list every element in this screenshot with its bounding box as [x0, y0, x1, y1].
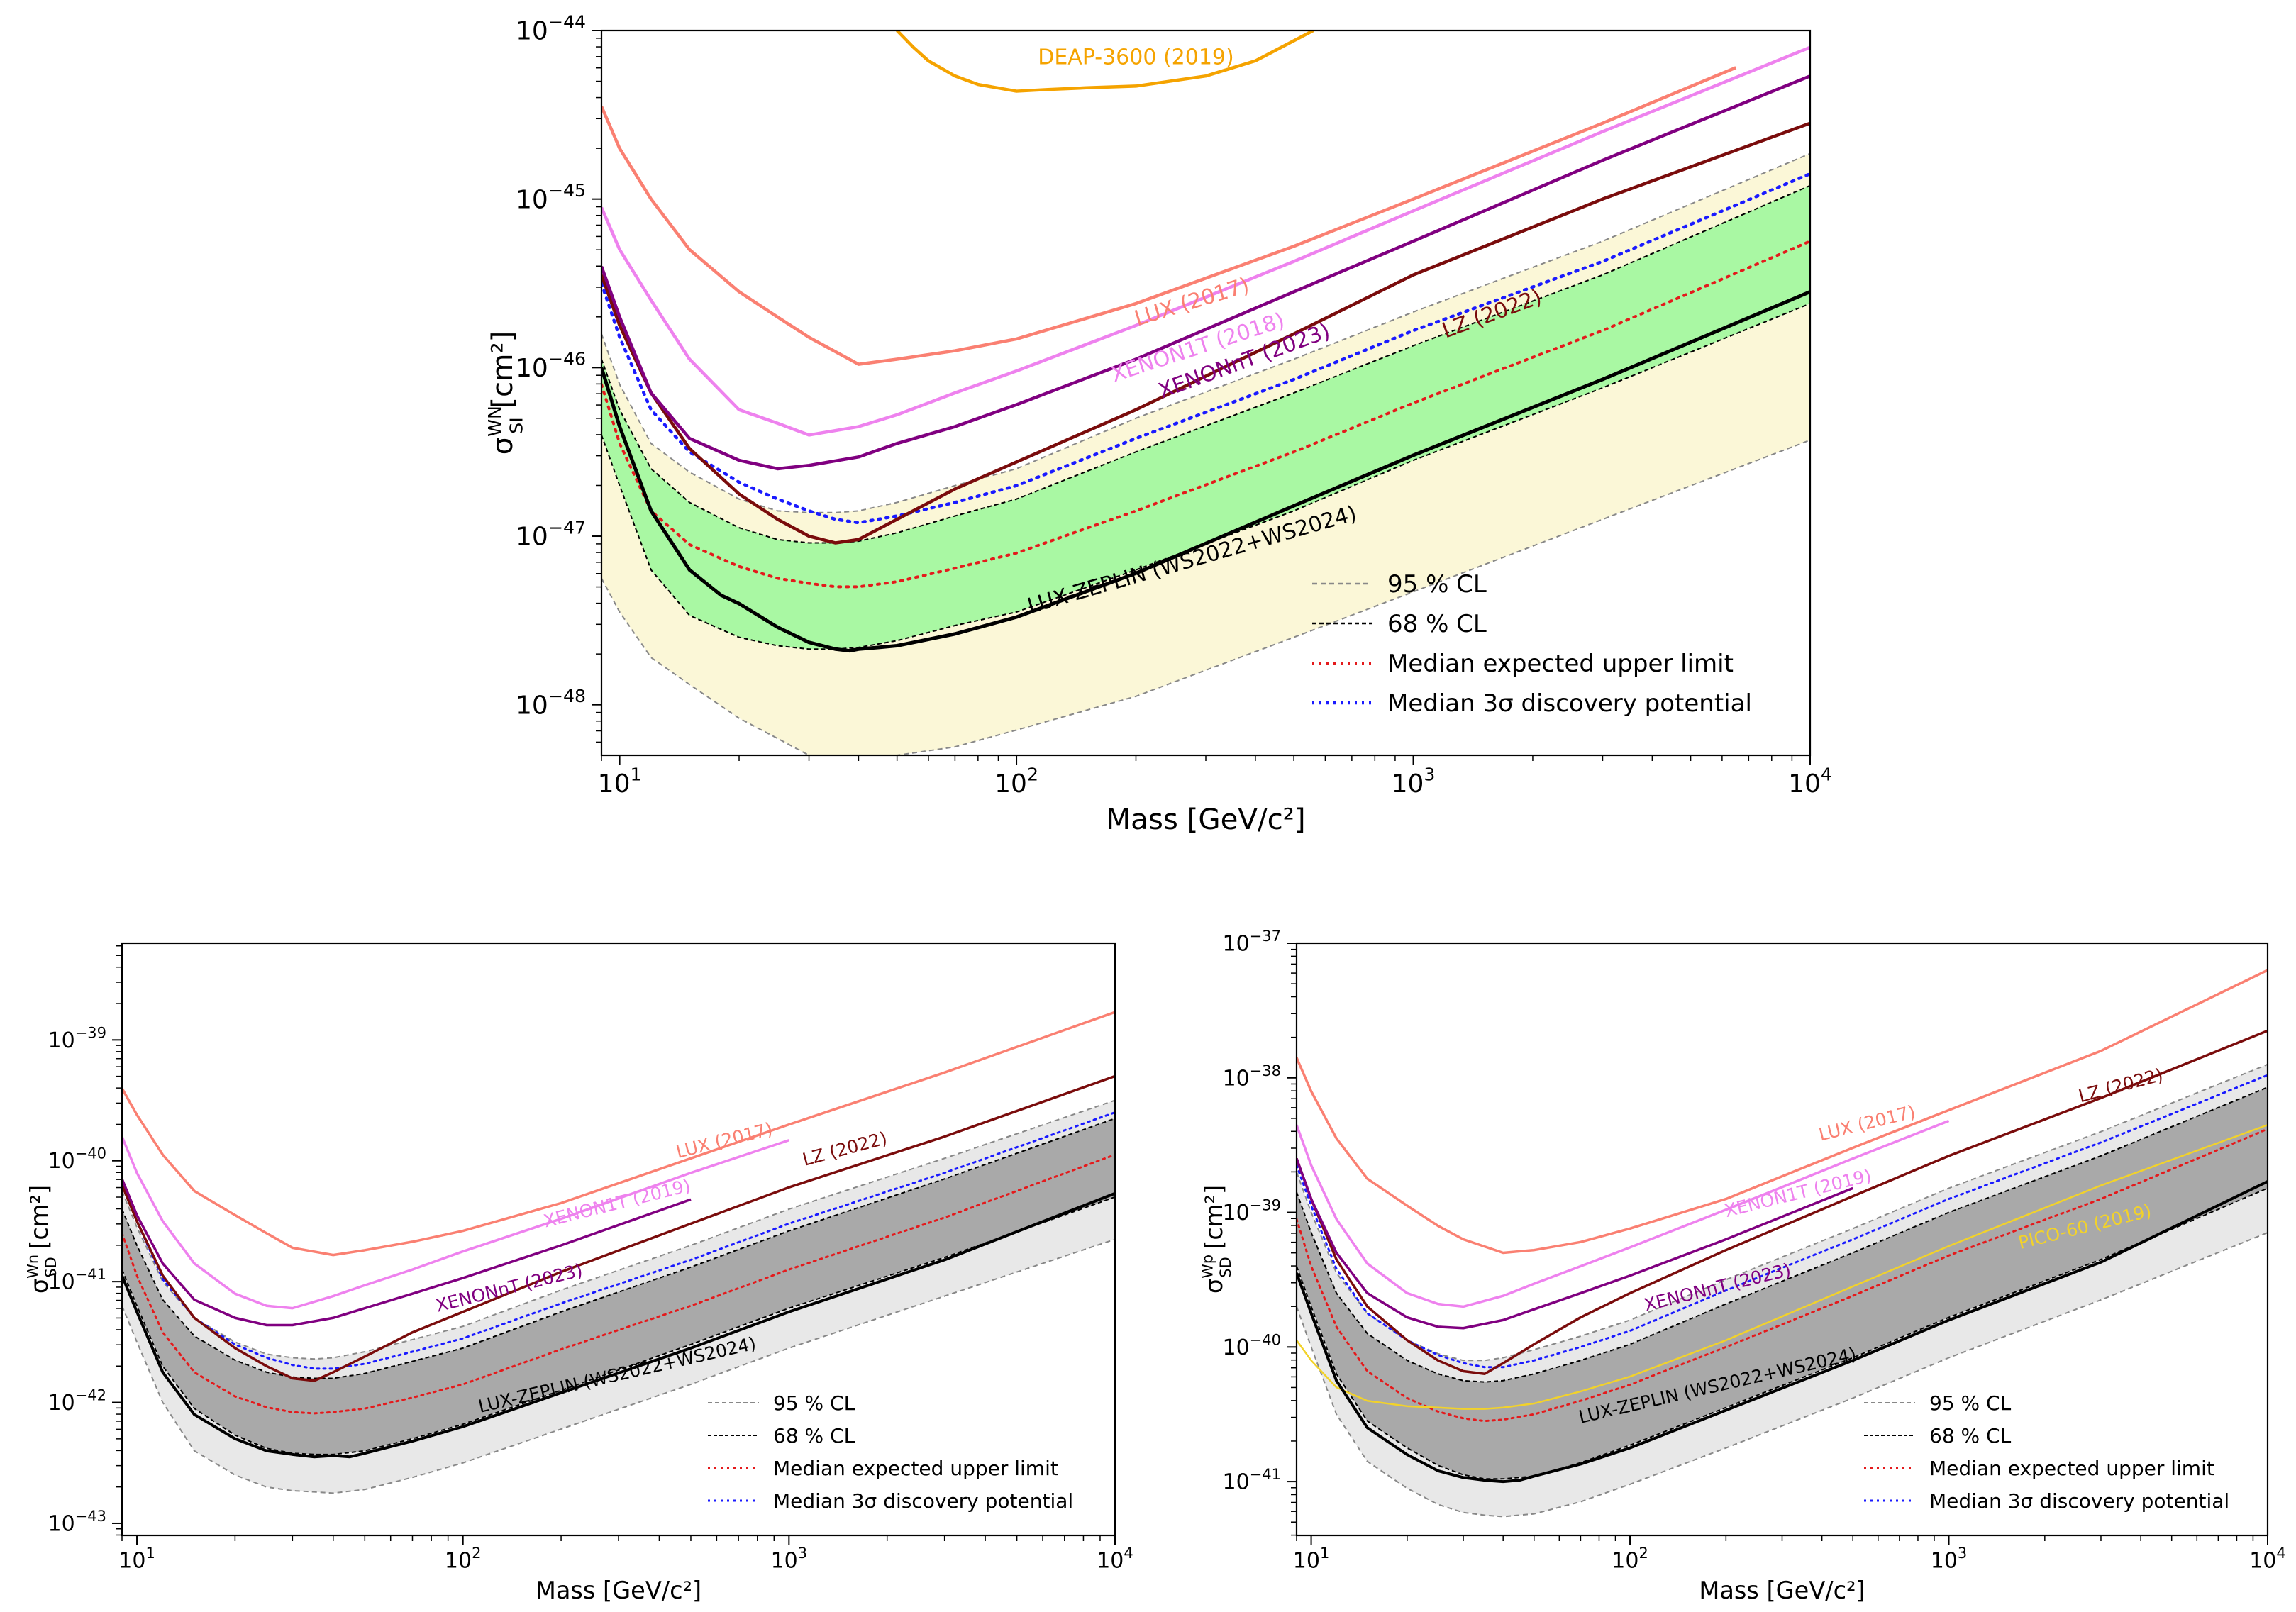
68-cl-band-upper-edge: [601, 184, 1810, 544]
panel-si: DEAP-3600 (2019)LUX (2017)XENON1T (2018)…: [484, 11, 1832, 836]
legend-label-median-expected-upper-limit: Median expected upper limit: [773, 1457, 1058, 1480]
legend-label-68-cl: 68 % CL: [1929, 1424, 2012, 1447]
series-lz-2022: [601, 121, 1810, 545]
95-cl-band-lower-edge: [1297, 1232, 2268, 1518]
legend-label-95-cl: 95 % CL: [1929, 1391, 2012, 1415]
x-tick-label: 103: [771, 1545, 808, 1574]
series-lux-zeplin-ws2022-ws2024: [122, 1191, 1115, 1459]
x-axis-label: Mass [GeV/c²]: [1106, 803, 1305, 836]
y-tick-label: 10−47: [516, 517, 586, 551]
panel-sdp: LUX (2017)XENON1T (2019)LZ (2022)XENONnT…: [1199, 928, 2286, 1604]
legend-label-95-cl: 95 % CL: [1387, 570, 1487, 599]
y-tick-label: 10−45: [516, 180, 586, 214]
series-xenonnt-2023: [1297, 1158, 1853, 1330]
y-tick-label: 10−41: [48, 1266, 106, 1295]
y-tick-label: 10−48: [516, 686, 586, 720]
y-tick-label: 10−40: [48, 1145, 106, 1174]
y-axis-label: σWNSI[cm²]: [484, 331, 527, 455]
y-tick-label: 10−37: [1222, 928, 1281, 957]
series-deap-3600-2019: [896, 30, 1314, 93]
curve-label-deap-3600-2019: DEAP-3600 (2019): [1038, 45, 1233, 70]
series-median-expected-upper-limit: [122, 1153, 1115, 1415]
y-tick-label: 10−46: [516, 349, 586, 383]
series-lux-zeplin-ws2022-ws2024: [601, 290, 1810, 653]
68-cl-band-fill: [122, 1118, 1115, 1455]
legend-label-68-cl: 68 % CL: [1387, 610, 1487, 638]
series-lux-2017: [1297, 969, 2268, 1255]
series-xenon1t-2019: [1297, 1119, 1950, 1308]
68-cl-band-lower-edge: [1297, 1187, 2268, 1480]
panel-si-plot-area: DEAP-3600 (2019)LUX (2017)XENON1T (2018)…: [601, 30, 1810, 755]
series-pico-60-2019: [1297, 1124, 2268, 1410]
legend-label-median-3-discovery-potential: Median 3σ discovery potential: [1387, 689, 1752, 718]
series-xenon1t-2019: [122, 1135, 789, 1310]
series-lz-2022: [122, 1074, 1115, 1382]
series-lz-2022: [1297, 1029, 2268, 1376]
y-tick-label: 10−43: [48, 1508, 106, 1537]
x-tick-label: 103: [1392, 765, 1436, 799]
95-cl-band-upper-edge: [1297, 1063, 2268, 1362]
legend-label-median-3-discovery-potential: Median 3σ discovery potential: [1929, 1489, 2229, 1513]
series-median-3-discovery-potential: [601, 172, 1810, 525]
68-cl-band-upper-edge: [122, 1118, 1115, 1379]
95-cl-band-lower-edge: [122, 1238, 1115, 1494]
series-lux-2017: [122, 1011, 1115, 1257]
y-axis-label: σWpSD[cm²]: [1199, 1185, 1235, 1294]
y-tick-label: 10−40: [1222, 1331, 1281, 1360]
series-median-3-discovery-potential: [1297, 1074, 2268, 1369]
y-tick-label: 10−44: [516, 11, 586, 45]
x-axis-label: Mass [GeV/c²]: [1699, 1577, 1865, 1604]
legend-label-median-expected-upper-limit: Median expected upper limit: [1387, 650, 1734, 678]
series-xenon1t-2018: [601, 45, 1810, 437]
panel-sdp-plot-area: LUX (2017)XENON1T (2019)LZ (2022)XENONnT…: [1297, 969, 2268, 1518]
panel-si-legend: 95 % CL 68 % CL Median expected upper limi…: [1312, 570, 1752, 718]
x-tick-label: 104: [1097, 1545, 1133, 1574]
y-tick-label: 10−39: [48, 1024, 106, 1053]
series-xenonnt-2023: [122, 1178, 692, 1327]
series-xenonnt-2023: [601, 74, 1810, 471]
y-axis-label: σWnSD[cm²]: [25, 1185, 60, 1294]
y-tick-label: 10−38: [1222, 1062, 1281, 1091]
legend-label-median-3-discovery-potential: Median 3σ discovery potential: [773, 1489, 1073, 1513]
x-tick-label: 102: [994, 765, 1038, 799]
panel-sdn-legend: 95 % CL 68 % CL Median expected upper limi…: [708, 1391, 1073, 1513]
68-cl-band-fill: [601, 185, 1810, 650]
y-tick-label: 10−42: [48, 1387, 106, 1416]
legend-label-95-cl: 95 % CL: [773, 1391, 855, 1415]
x-tick-label: 104: [1788, 765, 1832, 799]
y-tick-label: 10−39: [1222, 1197, 1281, 1226]
legend-label-median-expected-upper-limit: Median expected upper limit: [1929, 1457, 2214, 1480]
y-tick-label: 10−41: [1222, 1466, 1281, 1495]
x-tick-label: 101: [598, 765, 642, 799]
68-cl-band-upper-edge: [1297, 1086, 2268, 1383]
x-tick-label: 101: [118, 1545, 155, 1574]
series-lux-2017: [601, 66, 1737, 366]
x-tick-label: 102: [1612, 1545, 1648, 1574]
legend-label-68-cl: 68 % CL: [773, 1424, 855, 1447]
x-tick-label: 102: [445, 1545, 482, 1574]
x-tick-label: 101: [1293, 1545, 1330, 1574]
68-cl-band-fill: [1297, 1087, 2268, 1479]
x-tick-label: 103: [1931, 1545, 1968, 1574]
series-median-expected-upper-limit: [1297, 1128, 2268, 1423]
x-axis-label: Mass [GeV/c²]: [536, 1577, 701, 1604]
x-tick-label: 104: [2249, 1545, 2286, 1574]
panel-sdp-legend: 95 % CL 68 % CL Median expected upper limi…: [1864, 1391, 2229, 1513]
series-lux-zeplin-ws2022-ws2024: [1297, 1180, 2268, 1484]
